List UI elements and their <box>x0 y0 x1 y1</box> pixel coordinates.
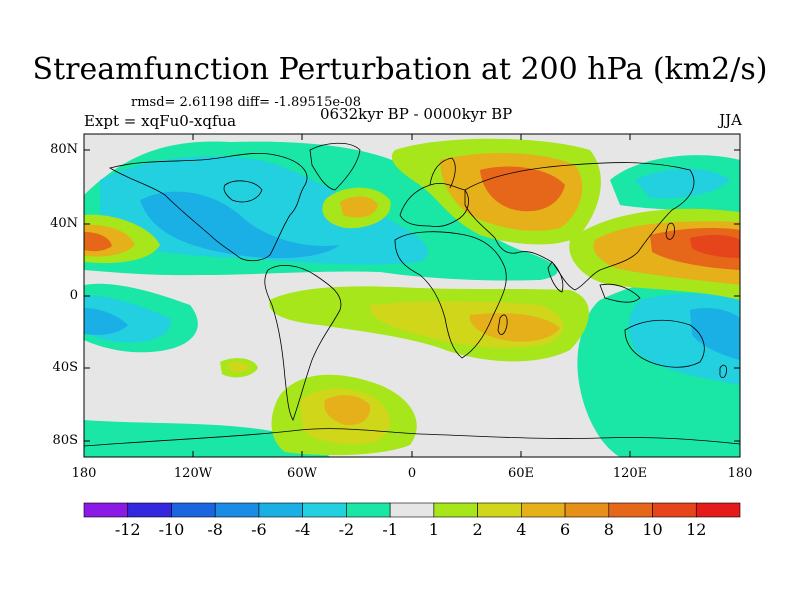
coastline-antarctica <box>84 428 740 447</box>
colorbar <box>83 502 741 518</box>
colorbar-box <box>346 502 391 518</box>
region-atlantic-yellow <box>340 196 378 218</box>
lon-label-0: 0 <box>407 466 417 481</box>
region-asia-east-red <box>690 234 740 258</box>
colorbar-box <box>389 502 435 518</box>
colorbar-label: 12 <box>686 520 707 539</box>
coastline-japan <box>665 222 675 240</box>
lat-label-80s: 80S <box>52 433 78 448</box>
colorbar-box <box>83 502 129 518</box>
coastlines <box>84 142 740 447</box>
region-southern-pacific-blue <box>84 308 128 335</box>
coastline-hudson-bay <box>223 180 263 203</box>
colorbar-box <box>127 502 172 518</box>
coastline-scandinavia <box>429 157 456 189</box>
colorbar-label: 4 <box>516 520 527 539</box>
lon-label-120w: 120W <box>173 466 213 481</box>
colorbar-label: -1 <box>382 520 398 539</box>
region-asia-northeast-cyan <box>635 168 730 199</box>
colorbar-label: -12 <box>114 520 141 539</box>
coastline-africa <box>394 231 507 359</box>
colorbar-box <box>258 502 303 518</box>
colorbar-box <box>171 502 216 518</box>
colorbar-box <box>433 502 478 518</box>
coastline-europe <box>399 182 470 227</box>
colorbar-label: -4 <box>294 520 311 539</box>
coastline-asia <box>464 162 695 291</box>
region-south-africa-orange <box>469 313 560 342</box>
colorbar-box <box>652 502 697 518</box>
region-south-pacific-yellow <box>228 361 250 372</box>
colorbar-box <box>477 502 522 518</box>
colorbar-label: -2 <box>338 520 355 539</box>
map-title: Streamfunction Perturbation at 200 hPa (… <box>32 52 768 87</box>
lon-label-180w: 180 <box>71 466 97 481</box>
colorbar-box <box>521 502 566 518</box>
colorbar-label: 2 <box>472 520 483 539</box>
colorbar-label: 6 <box>559 520 571 539</box>
lon-label-60e: 60E <box>507 466 535 481</box>
lon-label-120e: 120E <box>612 466 648 481</box>
colorbar-label: -8 <box>207 520 223 539</box>
axis-ticks <box>84 134 740 457</box>
coastline-new-zealand <box>719 364 727 378</box>
stats-line: rmsd= 2.61198 diff= -1.89515e-08 <box>131 95 361 110</box>
contour-field <box>84 138 740 457</box>
lat-label-0: 0 <box>69 288 78 303</box>
region-southern-atlantic-orange <box>324 395 371 426</box>
coastline-greenland <box>309 142 361 191</box>
region-eurasia-orange <box>480 166 565 212</box>
lon-label-60w: 60W <box>287 466 317 481</box>
region-pacific-west-orange <box>84 232 112 252</box>
colorbar-label: 10 <box>642 520 663 539</box>
region-northern-americas-blue <box>140 191 340 259</box>
colorbar-box <box>695 502 741 518</box>
lat-label-40s: 40S <box>52 360 78 375</box>
colorbar-box <box>214 502 260 518</box>
lon-label-180e: 180 <box>727 466 753 481</box>
period-label: 0632kyr BP - 0000kyr BP <box>320 105 513 123</box>
colorbar-box <box>608 502 653 518</box>
colorbar-label: -6 <box>251 520 267 539</box>
colorbar-label: 8 <box>603 520 614 539</box>
colorbar-label: 1 <box>428 520 439 539</box>
region-australia-blue <box>690 307 740 360</box>
lat-label-40n: 40N <box>50 216 78 231</box>
region-southern-ocean-neg <box>84 420 330 457</box>
coastline-south-america <box>264 265 342 421</box>
colorbar-box <box>302 502 347 518</box>
coastline-southeast-asia <box>599 283 641 303</box>
season-label: JJA <box>719 111 742 129</box>
coastline-north-america <box>108 152 308 262</box>
experiment-label: Expt = xqFu0-xqfua <box>84 112 237 130</box>
lat-label-80n: 80N <box>50 142 78 157</box>
coastline-australia <box>624 319 705 368</box>
coastline-madagascar <box>497 314 508 335</box>
colorbar-box <box>564 502 610 518</box>
coastline-india <box>547 261 564 293</box>
colorbar-label: -10 <box>158 520 185 539</box>
